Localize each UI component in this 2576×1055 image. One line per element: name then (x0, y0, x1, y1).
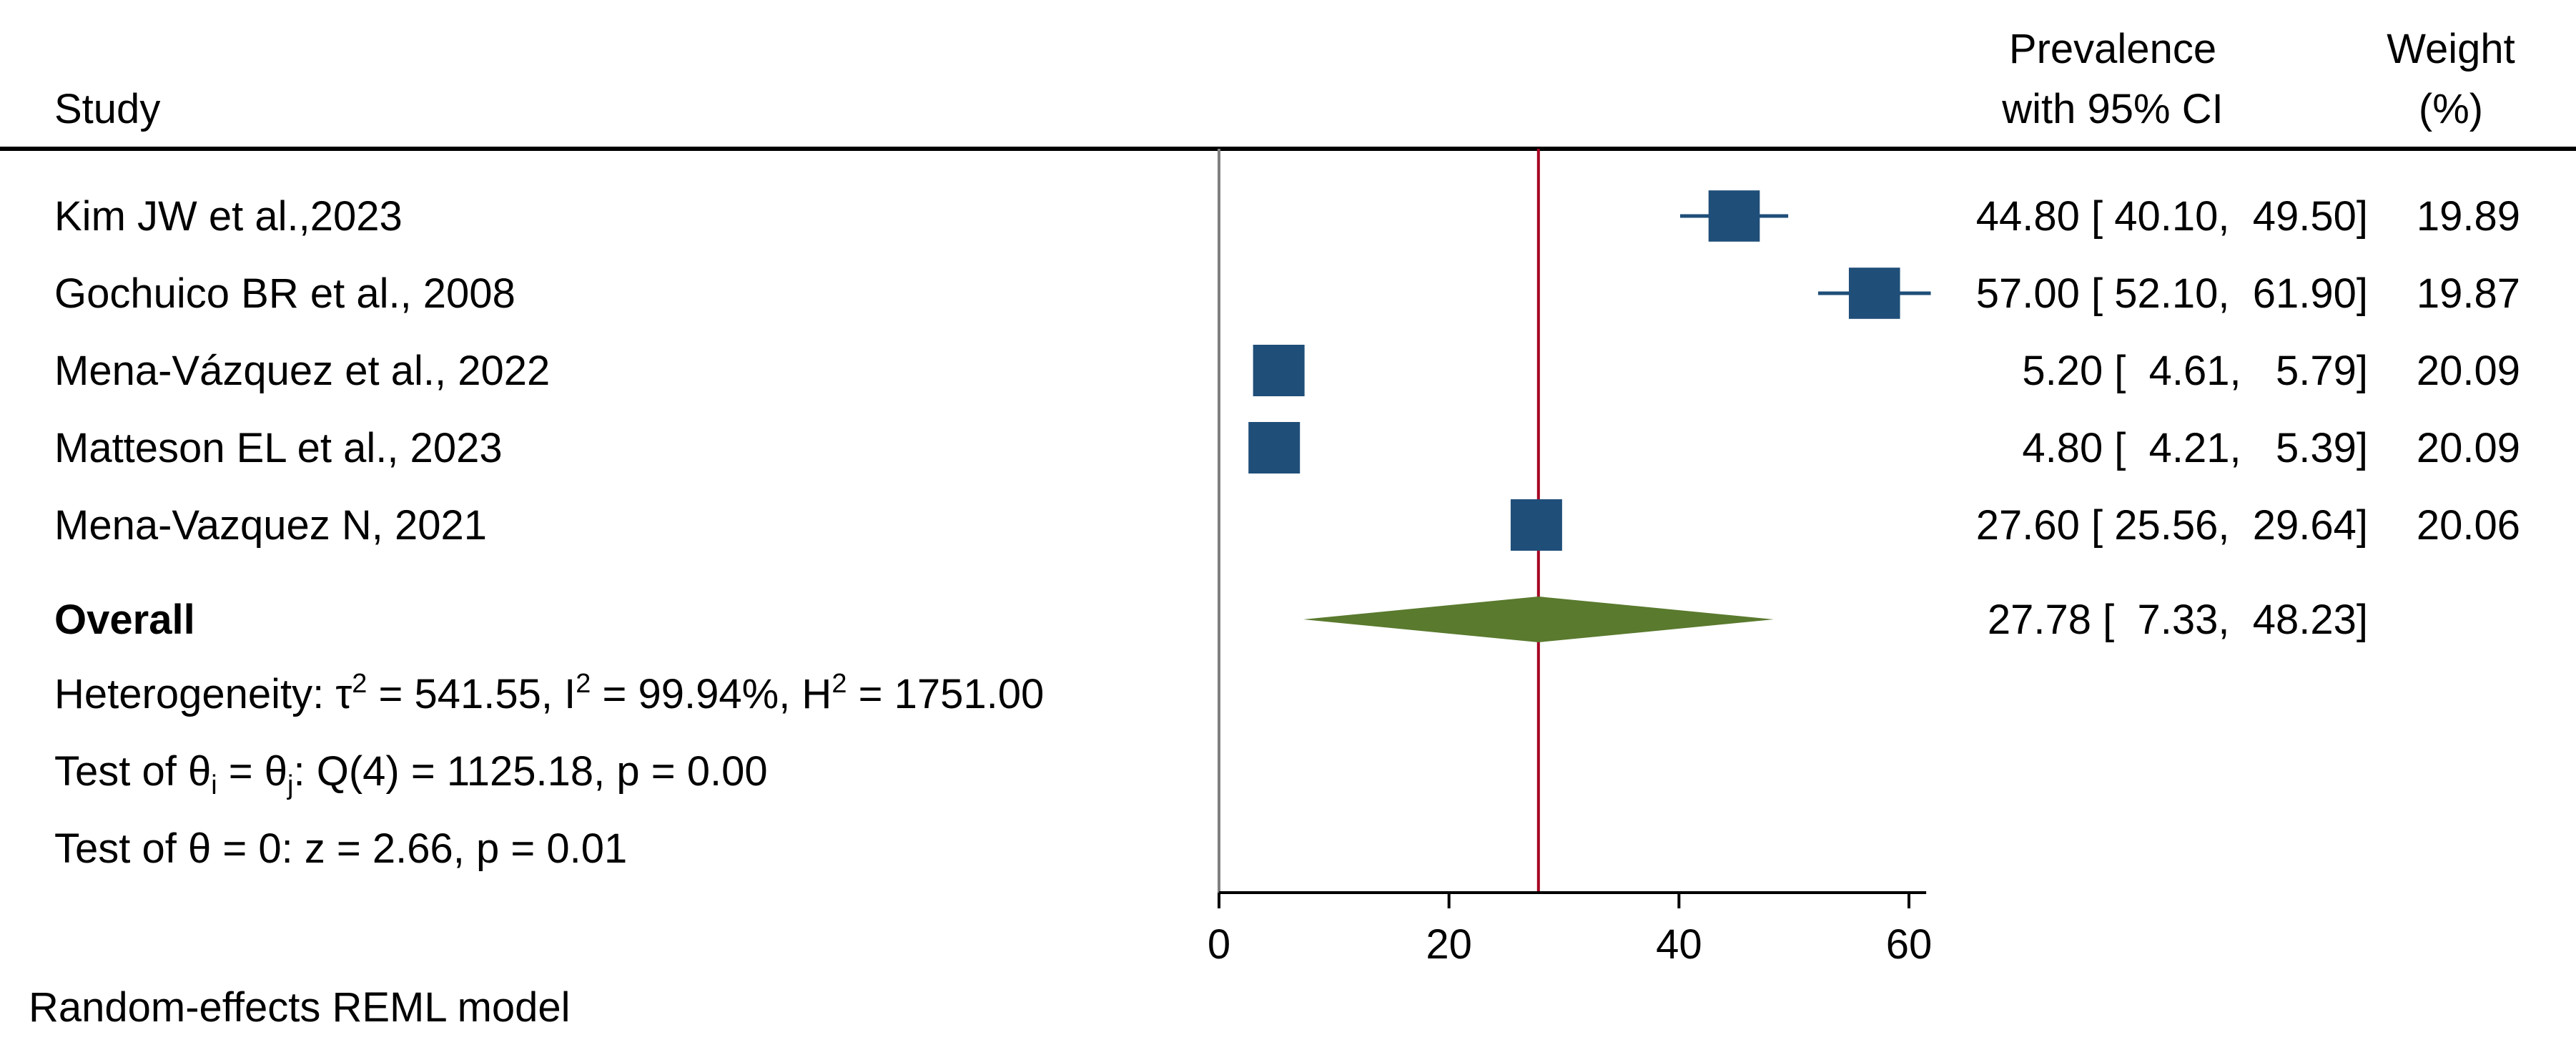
study-ci-text: 44.80 [ 40.10, 49.50] (1976, 193, 2368, 240)
header-effect-line2: with 95% CI (2001, 86, 2223, 132)
study-ci-text: 4.80 [ 4.21, 5.39] (2022, 425, 2368, 471)
study-ci-text: 57.00 [ 52.10, 61.90] (1976, 270, 2368, 317)
test-theta-equal-text: Test of θi = θj: Q(4) = 1125.18, p = 0.0… (54, 748, 768, 800)
study-weight-text: 20.09 (2417, 425, 2520, 471)
header-weight-line2: (%) (2419, 86, 2483, 132)
study-label: Mena-Vazquez N, 2021 (54, 502, 487, 549)
header-weight-line1: Weight (2387, 26, 2515, 72)
study-label: Mena-Vázquez et al., 2022 (54, 348, 550, 394)
study-ci-text: 27.60 [ 25.56, 29.64] (1976, 502, 2368, 549)
heterogeneity-text: Heterogeneity: τ2 = 541.55, I2 = 99.94%,… (54, 669, 1044, 717)
study-marker (1248, 422, 1301, 473)
study-label: Gochuico BR et al., 2008 (54, 270, 515, 317)
header-study: Study (54, 86, 160, 132)
header-effect-line1: Prevalence (2009, 26, 2216, 72)
x-axis-tick-label: 40 (1656, 921, 1702, 968)
x-axis-tick-label: 0 (1208, 921, 1230, 968)
x-axis-tick-label: 20 (1426, 921, 1472, 968)
test-theta-zero-text: Test of θ = 0: z = 2.66, p = 0.01 (54, 825, 627, 872)
study-weight-text: 19.89 (2417, 193, 2520, 240)
study-marker (1848, 268, 1900, 319)
model-footnote: Random-effects REML model (29, 984, 571, 1031)
overall-label: Overall (54, 597, 195, 643)
study-marker (1708, 190, 1760, 242)
overall-ci-text: 27.78 [ 7.33, 48.23] (1988, 597, 2368, 643)
study-weight-text: 19.87 (2417, 270, 2520, 317)
study-weight-text: 20.09 (2417, 348, 2520, 394)
study-ci-text: 5.20 [ 4.61, 5.79] (2022, 348, 2368, 394)
study-label: Matteson EL et al., 2023 (54, 425, 503, 471)
study-marker (1253, 345, 1305, 396)
study-marker (1510, 499, 1562, 551)
study-weight-text: 20.06 (2417, 502, 2520, 549)
study-label: Kim JW et al.,2023 (54, 193, 403, 240)
x-axis-tick-label: 60 (1886, 921, 1933, 968)
overall-diamond (1303, 597, 1774, 642)
